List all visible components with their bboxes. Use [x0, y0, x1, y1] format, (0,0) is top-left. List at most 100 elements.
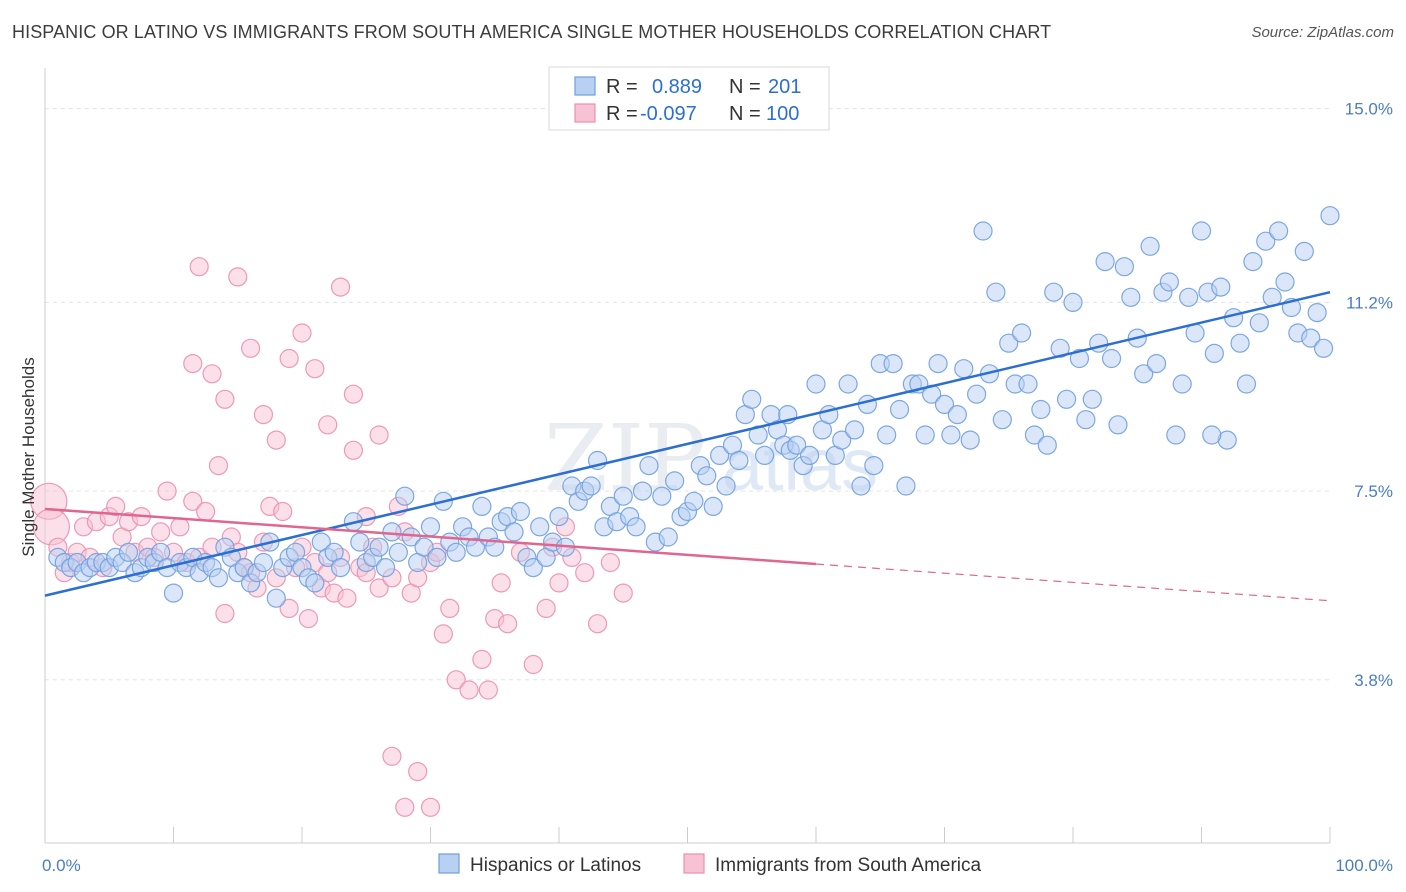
- blue-point: [973, 221, 993, 241]
- blue-point: [427, 547, 447, 568]
- pink-point: [151, 522, 171, 542]
- blue-point: [742, 389, 762, 409]
- blue-point: [986, 282, 1006, 302]
- y-tick-label: 7.5%: [1354, 482, 1393, 501]
- legend-r-value: 0.889: [652, 76, 702, 98]
- pink-point: [523, 654, 543, 675]
- blue-point: [947, 405, 967, 425]
- trend-lines: [44, 290, 1331, 602]
- blue-point: [806, 374, 826, 394]
- pink-point: [408, 761, 428, 782]
- grid-lines: [45, 108, 1330, 681]
- blue-point: [941, 425, 961, 445]
- blue-point: [1121, 287, 1141, 307]
- legend-r-value: -0.097: [640, 103, 697, 125]
- blue-point: [549, 506, 569, 527]
- blue-point: [703, 496, 723, 516]
- pink-trend-line: [44, 507, 817, 566]
- blue-point: [613, 486, 633, 506]
- blue-point: [1076, 410, 1096, 430]
- blue-point: [787, 435, 807, 455]
- blue-point: [992, 410, 1012, 430]
- blue-point: [504, 522, 524, 542]
- pink-point: [549, 573, 569, 593]
- pink-point: [273, 501, 293, 522]
- blue-point: [864, 456, 884, 476]
- blue-point: [1082, 389, 1102, 409]
- blue-point: [1114, 257, 1135, 277]
- legend-n-value: 100: [766, 103, 799, 125]
- blue-point: [1191, 221, 1212, 241]
- blue-point: [253, 552, 274, 573]
- blue-point: [1268, 221, 1289, 241]
- blue-point: [375, 557, 396, 578]
- blue-point: [883, 354, 903, 374]
- chart-title: HISPANIC OR LATINO VS IMMIGRANTS FROM SO…: [12, 22, 1052, 42]
- blue-point: [857, 394, 878, 414]
- y-tick-label: 11.2%: [1346, 293, 1393, 312]
- pink-point: [183, 354, 203, 374]
- blue-point: [1202, 425, 1222, 445]
- blue-series-points: [48, 206, 1340, 608]
- blue-point: [1134, 364, 1154, 384]
- x-tick-label: 0.0%: [42, 856, 81, 875]
- legend-r-label: R =: [606, 76, 638, 98]
- pink-point: [600, 552, 621, 573]
- legend-n-label: N =: [729, 76, 761, 98]
- blue-point: [710, 445, 730, 465]
- blue-point: [1159, 272, 1179, 292]
- pink-point: [343, 384, 363, 404]
- y-tick-label: 15.0%: [1345, 100, 1393, 119]
- pink-point: [202, 364, 222, 384]
- blue-point: [934, 394, 955, 414]
- blue-point: [1044, 282, 1064, 302]
- blue-point: [1236, 374, 1257, 394]
- blue-point: [960, 430, 980, 450]
- blue-point: [1011, 323, 1032, 343]
- blue-point: [1256, 231, 1276, 251]
- blue-point: [1108, 415, 1128, 435]
- blue-point: [395, 486, 415, 506]
- blue-point: [1307, 303, 1327, 323]
- blue-point: [581, 476, 601, 496]
- correlation-legend: R = 0.889 N = 201 R = -0.097 N = 100: [548, 66, 830, 131]
- pink-point: [241, 338, 261, 358]
- y-tick-labels: 15.0% 11.2% 7.5% 3.8%: [1345, 100, 1393, 690]
- pink-point: [330, 277, 351, 297]
- blue-point: [754, 445, 775, 465]
- blue-point: [163, 583, 184, 603]
- pink-point: [318, 415, 338, 435]
- blue-point: [208, 568, 229, 588]
- blue-point: [844, 420, 865, 440]
- pink-point: [575, 563, 595, 583]
- pink-point: [215, 603, 235, 624]
- blue-point: [1204, 343, 1224, 363]
- blue-point: [658, 527, 678, 547]
- pink-point: [266, 430, 286, 450]
- blue-point: [1101, 348, 1122, 369]
- blue-point: [915, 425, 935, 445]
- blue-point: [967, 384, 987, 404]
- blue-point: [1249, 313, 1269, 333]
- pink-point: [279, 598, 299, 619]
- blue-point: [1069, 348, 1090, 369]
- pink-point: [196, 501, 216, 522]
- blue-point: [1294, 241, 1314, 261]
- legend-box: [548, 66, 830, 131]
- legend-n-label: N =: [729, 103, 761, 125]
- blue-point: [851, 476, 871, 496]
- blue-point: [832, 430, 852, 450]
- pink-point: [433, 624, 453, 644]
- blue-point: [652, 486, 672, 506]
- blue-point: [799, 445, 820, 465]
- blue-point: [305, 573, 325, 593]
- blue-point: [632, 481, 653, 501]
- blue-point: [330, 557, 351, 578]
- pink-point: [208, 456, 229, 476]
- pink-point: [157, 481, 177, 501]
- pink-point: [32, 508, 71, 546]
- pink-point: [587, 614, 608, 634]
- legend-n-value: 201: [768, 76, 801, 98]
- axes: [44, 68, 1331, 844]
